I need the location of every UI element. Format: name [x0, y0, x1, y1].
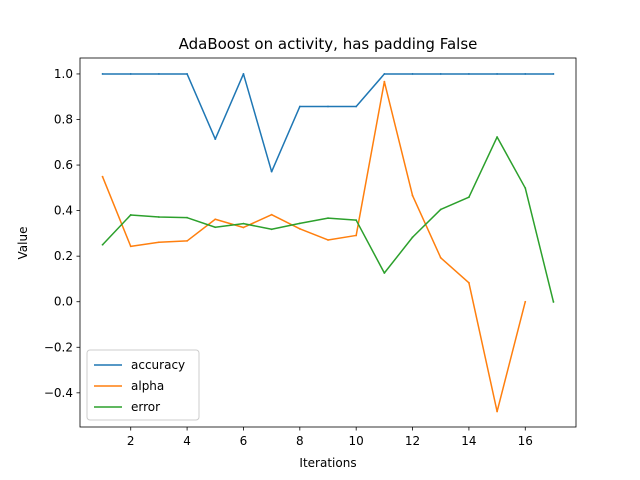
x-tick-label: 16 [518, 434, 533, 448]
data-point-alpha-11 [383, 80, 386, 83]
x-tick-label: 14 [461, 434, 476, 448]
data-point-error-15 [496, 136, 498, 138]
data-point-accuracy-15 [496, 73, 498, 75]
data-point-error-8 [298, 222, 301, 225]
legend-label-accuracy: accuracy [131, 358, 185, 372]
data-point-error-12 [411, 236, 414, 239]
data-point-error-6 [242, 222, 245, 225]
legend-box [86, 349, 200, 421]
data-point-alpha-16 [524, 300, 527, 303]
data-point-accuracy-8 [298, 105, 301, 108]
data-point-accuracy-3 [158, 73, 160, 75]
data-point-accuracy-9 [327, 105, 329, 108]
data-point-error-16 [524, 187, 527, 189]
legend: accuracy alpha error [86, 349, 200, 421]
data-point-accuracy-11 [383, 73, 386, 75]
data-point-accuracy-2 [129, 73, 132, 75]
y-tick-label: 1.0 [54, 67, 73, 81]
y-tick-label: −0.4 [44, 386, 73, 400]
data-point-alpha-5 [214, 218, 217, 221]
data-point-accuracy-5 [214, 138, 217, 140]
y-tick-label: 0.4 [54, 204, 73, 218]
x-tick-label: 8 [296, 434, 304, 448]
y-tick-label: 0.2 [54, 249, 73, 263]
data-point-alpha-2 [129, 245, 132, 248]
data-point-accuracy-16 [524, 73, 527, 75]
data-point-alpha-10 [355, 234, 358, 237]
data-point-alpha-8 [298, 227, 301, 230]
data-point-error-13 [439, 208, 442, 211]
data-point-error-3 [158, 216, 160, 218]
y-tick-label: 0.8 [54, 113, 73, 127]
x-tick-label: 6 [240, 434, 248, 448]
data-point-error-14 [468, 196, 470, 199]
y-axis-label: Value [16, 227, 30, 260]
series-line-alpha [101, 80, 526, 413]
y-tick-label: −0.2 [44, 340, 73, 354]
data-point-alpha-9 [327, 239, 329, 241]
data-point-error-10 [355, 219, 358, 222]
data-point-alpha-12 [411, 194, 414, 197]
chart-title: AdaBoost on activity, has padding False [179, 35, 478, 53]
data-point-accuracy-7 [270, 170, 273, 173]
data-point-error-7 [270, 228, 273, 231]
plot-area: 2 4 6 8 10 12 14 16 −0.4 −0.2 0.0 0.2 0.4 0.6 0.8 1.0 [44, 57, 577, 448]
y-tick-label: 0.0 [54, 295, 73, 309]
data-point-alpha-6 [242, 226, 245, 229]
data-point-accuracy-17 [552, 73, 555, 75]
data-point-accuracy-4 [186, 73, 188, 75]
legend-label-error: error [131, 400, 160, 414]
data-point-alpha-1 [101, 175, 104, 178]
x-tick-label: 12 [405, 434, 420, 448]
data-point-alpha-14 [468, 281, 470, 284]
data-point-accuracy-10 [355, 105, 358, 108]
data-point-error-5 [214, 226, 217, 229]
axes-frame [79, 57, 577, 428]
data-point-alpha-7 [270, 213, 273, 216]
x-tick-label: 4 [183, 434, 191, 448]
data-point-error-17 [552, 301, 555, 303]
data-point-alpha-3 [158, 241, 160, 244]
data-point-error-9 [327, 217, 329, 220]
data-point-error-1 [101, 243, 104, 246]
data-point-error-11 [383, 272, 386, 274]
data-point-alpha-15 [496, 410, 498, 413]
data-point-accuracy-1 [101, 73, 104, 75]
legend-label-alpha: alpha [131, 379, 164, 393]
data-point-accuracy-13 [439, 73, 442, 75]
x-tick-label: 10 [349, 434, 364, 448]
data-point-accuracy-14 [468, 73, 470, 75]
x-tick-label: 2 [127, 434, 135, 448]
y-tick-label: 0.6 [54, 158, 73, 172]
data-point-accuracy-12 [411, 73, 414, 75]
data-point-error-2 [129, 214, 132, 216]
data-point-error-4 [186, 216, 188, 219]
data-point-alpha-13 [439, 256, 442, 259]
data-point-alpha-4 [186, 240, 188, 242]
x-axis-label: Iterations [299, 456, 356, 470]
data-point-accuracy-6 [242, 73, 245, 75]
